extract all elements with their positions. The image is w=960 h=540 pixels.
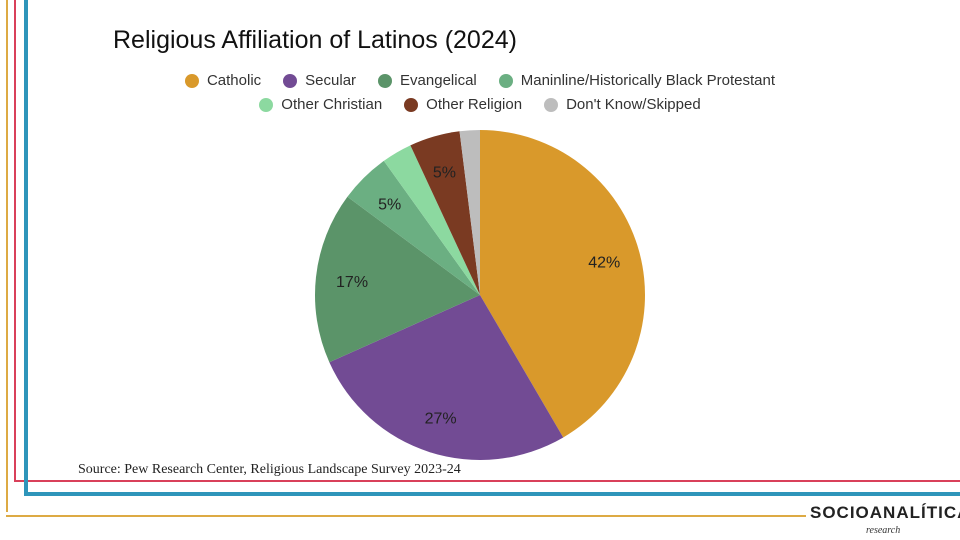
source-note: Source: Pew Research Center, Religious L… [78, 462, 461, 477]
frame-line-blue-bottom [24, 492, 960, 496]
legend-item[interactable]: Maninline/Historically Black Protestant [498, 72, 776, 89]
pie-slice-5[interactable] [410, 131, 480, 295]
data-label: 5% [378, 196, 401, 213]
pie-slice-0[interactable] [480, 130, 645, 438]
legend-swatch [404, 97, 419, 112]
legend-swatch [283, 73, 298, 88]
legend-label: Maninline/Historically Black Protestant [520, 72, 776, 89]
legend-label: Other Christian [281, 96, 383, 113]
legend-label: Other Religion [426, 96, 523, 113]
legend-swatch [184, 73, 199, 88]
legend-label: Evangelical [400, 72, 477, 89]
legend-item[interactable]: Secular [283, 72, 356, 89]
pie-slice-6[interactable] [459, 130, 480, 295]
pie-slice-2[interactable] [314, 196, 480, 363]
pie-slice-3[interactable] [347, 160, 480, 295]
legend-swatch [259, 97, 274, 112]
frame-line-red-bottom [14, 480, 960, 482]
legend-item[interactable]: Other Christian [259, 96, 382, 113]
frame-line-blue [24, 0, 28, 496]
legend-label: Secular [305, 72, 357, 89]
pie-slice-4[interactable] [383, 145, 480, 295]
legend-swatch [498, 73, 513, 88]
data-label: 27% [425, 411, 457, 428]
pie-slice-1[interactable] [329, 295, 564, 460]
company-logo-subtitle: research [866, 525, 901, 536]
legend-label: Don't Know/Skipped [566, 96, 701, 113]
legend-row-1: Catholic Secular Evangelical Maninline/H… [0, 72, 960, 89]
legend-label: Catholic [206, 72, 262, 89]
company-logo: SOCIOANALÍTICA [810, 503, 960, 522]
legend-item[interactable]: Catholic [184, 72, 262, 89]
legend-swatch [544, 97, 559, 112]
data-label: 42% [588, 254, 620, 271]
frame-line-red [14, 0, 16, 482]
chart-title: Religious Affiliation of Latinos (2024) [113, 26, 517, 54]
data-label: 17% [336, 274, 368, 291]
legend-row-2: Other Christian Other Religion Don't Kno… [0, 96, 960, 113]
legend-item[interactable]: Evangelical [378, 72, 477, 89]
frame-line-orange-bottom [6, 515, 806, 517]
legend-item[interactable]: Other Religion [404, 96, 522, 113]
legend-item[interactable]: Don't Know/Skipped [544, 96, 701, 113]
frame-line-orange [6, 0, 8, 512]
data-label: 5% [433, 164, 456, 181]
legend-swatch [378, 73, 393, 88]
